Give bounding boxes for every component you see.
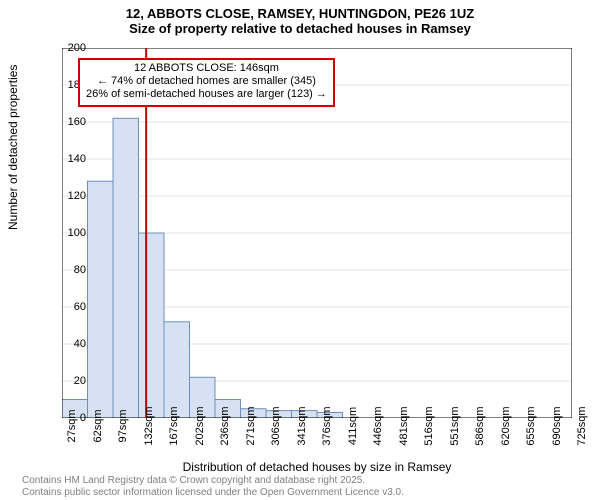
x-tick-label: 62sqm [92,409,104,442]
y-tick-label: 20 [56,375,86,387]
annotation-line-2: ← 74% of detached homes are smaller (345… [86,75,327,88]
x-tick-label: 481sqm [398,406,410,445]
footer-line-1: Contains HM Land Registry data © Crown c… [22,475,404,487]
annotation-line-3: 26% of semi-detached houses are larger (… [86,88,327,101]
x-tick-label: 306sqm [270,406,282,445]
footer-line-2: Contains public sector information licen… [22,487,404,499]
y-tick-label: 200 [56,42,86,54]
x-tick-label: 411sqm [347,407,359,445]
annotation-box: 12 ABBOTS CLOSE: 146sqm ← 74% of detache… [78,58,335,107]
x-tick-label: 516sqm [423,406,435,445]
x-tick-label: 202sqm [194,406,206,445]
y-tick-label: 60 [56,301,86,313]
x-tick-label: 167sqm [168,406,180,445]
x-tick-label: 655sqm [525,406,537,445]
chart-area: 12 ABBOTS CLOSE: 146sqm ← 74% of detache… [62,48,572,418]
title-line-1: 12, ABBOTS CLOSE, RAMSEY, HUNTINGDON, PE… [0,6,600,21]
x-tick-label: 586sqm [474,406,486,445]
y-axis-label: Number of detached properties [6,65,20,230]
y-tick-label: 80 [56,264,86,276]
x-tick-label: 551sqm [449,406,461,445]
x-tick-label: 620sqm [500,406,512,445]
x-tick-label: 725sqm [576,406,588,445]
title-line-2: Size of property relative to detached ho… [0,21,600,36]
annotation-line-1: 12 ABBOTS CLOSE: 146sqm [86,62,327,75]
chart-title-block: 12, ABBOTS CLOSE, RAMSEY, HUNTINGDON, PE… [0,0,600,36]
x-tick-label: 341sqm [296,406,308,445]
y-tick-label: 140 [56,153,86,165]
y-tick-label: 160 [56,116,86,128]
x-tick-label: 27sqm [66,409,78,442]
x-tick-label: 132sqm [143,406,155,445]
y-tick-label: 120 [56,190,86,202]
x-tick-label: 97sqm [117,409,129,442]
x-tick-label: 236sqm [219,406,231,445]
attribution-footer: Contains HM Land Registry data © Crown c… [22,475,404,498]
y-tick-label: 100 [56,227,86,239]
x-tick-label: 446sqm [372,406,384,445]
x-tick-label: 376sqm [321,406,333,445]
y-tick-label: 40 [56,338,86,350]
x-tick-label: 271sqm [245,406,257,445]
x-tick-label: 690sqm [551,406,563,445]
x-axis-label: Distribution of detached houses by size … [62,460,572,474]
